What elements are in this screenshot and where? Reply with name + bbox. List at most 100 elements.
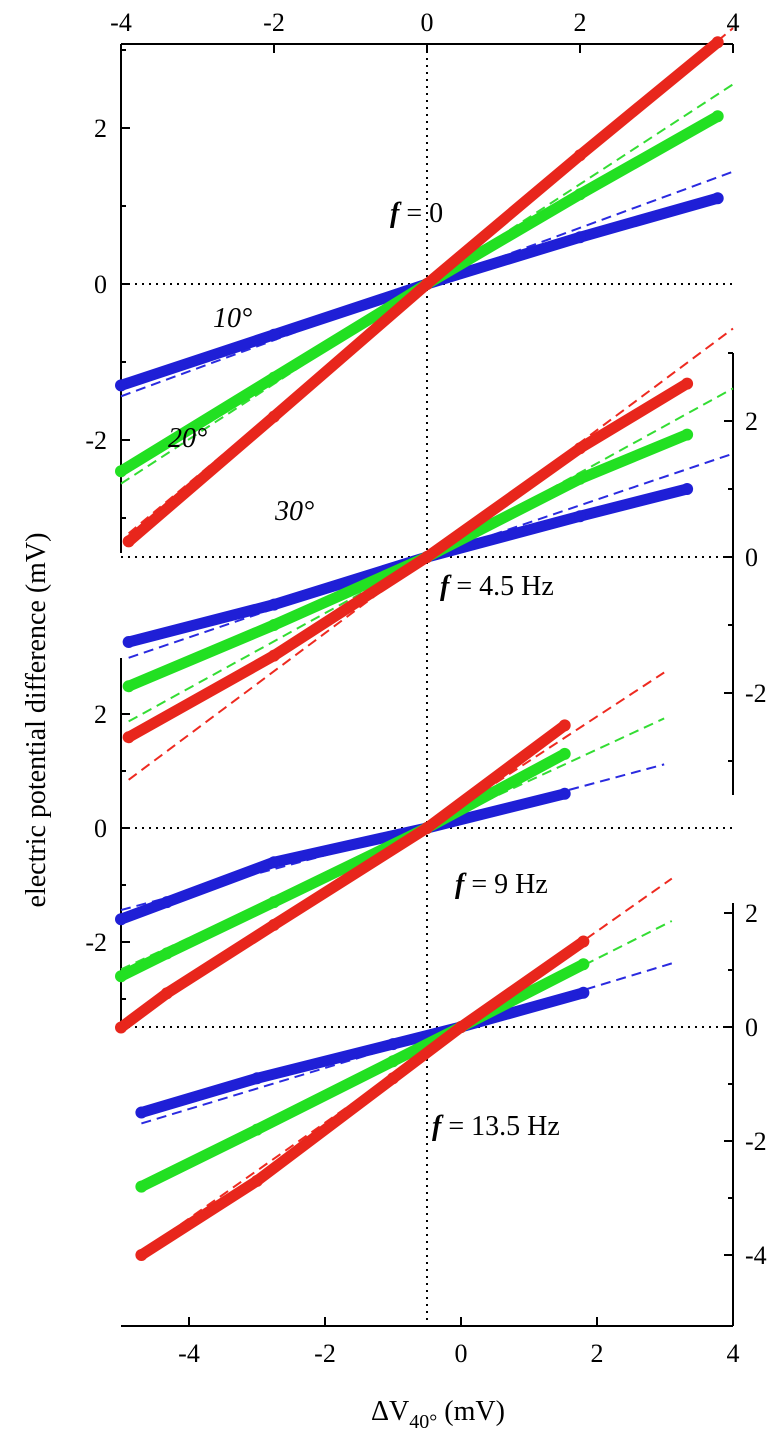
data-point [122, 535, 135, 548]
panel-label-value: = 9 Hz [464, 869, 547, 900]
data-point [577, 986, 590, 999]
y-tick-label: -2 [85, 928, 107, 957]
data-trace [115, 748, 571, 982]
data-point [268, 328, 280, 341]
data-point [268, 896, 280, 909]
data-point [135, 1106, 148, 1119]
data-point [251, 1123, 263, 1136]
top-x-tick-label: 0 [421, 8, 434, 37]
data-point [160, 896, 173, 909]
bottom-x-tick-label: -4 [178, 1339, 200, 1368]
angle-label-20deg: 20° [168, 423, 207, 454]
fit-line [120, 83, 734, 485]
data-point [251, 1072, 263, 1085]
data-point [122, 680, 135, 693]
data-point [268, 410, 280, 423]
data-point [122, 636, 135, 648]
data-point [268, 918, 280, 931]
top-x-tick-label: -4 [110, 8, 132, 37]
series-f45-30deg [122, 327, 734, 781]
panel-label-value: = 13.5 Hz [441, 1111, 559, 1142]
panel-label-symbol: f [455, 869, 467, 900]
bottom-x-tick-label: -2 [314, 1339, 336, 1368]
y-tick-label: 0 [94, 814, 107, 843]
data-point [122, 731, 135, 744]
data-point [421, 822, 433, 834]
y-tick-label: 0 [94, 270, 107, 299]
panel-label-symbol: f [390, 198, 402, 229]
data-point [160, 947, 173, 960]
series-f135-10deg [135, 962, 673, 1125]
data-point [577, 958, 590, 971]
x-axis-title: ΔV40° (mV) [371, 1396, 505, 1433]
top-x-tick-label: -2 [263, 8, 285, 37]
data-point [577, 935, 590, 948]
data-point [387, 1038, 399, 1051]
panel-label-f135: f = 13.5 Hz [432, 1111, 560, 1142]
y-tick-label: -2 [745, 679, 767, 708]
angle-label-30deg: 30° [274, 496, 314, 527]
data-point [681, 377, 694, 390]
panel-label-f9: f = 9 Hz [455, 869, 548, 900]
panel-label-f45: f = 4.5 Hz [440, 571, 554, 602]
y-axis-title: electric potential difference (mV) [21, 533, 52, 908]
bottom-x-tick-label: 4 [727, 1339, 740, 1368]
bottom-x-tick-label: 0 [455, 1339, 468, 1368]
top-x-tick-label: 4 [727, 8, 740, 37]
data-point [574, 149, 586, 162]
data-point [135, 1249, 148, 1261]
data-point [421, 551, 433, 563]
data-point [558, 787, 571, 800]
data-point [455, 1021, 467, 1033]
data-point [268, 598, 280, 611]
data-point [251, 1174, 263, 1187]
panel-label-value: = 4.5 Hz [449, 571, 553, 602]
data-point [115, 970, 127, 983]
y-tick-label: 0 [745, 1013, 758, 1042]
data-point [711, 192, 724, 205]
data-point [115, 465, 127, 478]
y-tick-label: -2 [85, 426, 107, 455]
bottom-x-tick-label: 2 [591, 1339, 604, 1368]
y-tick-label: 2 [745, 899, 758, 928]
fit-line [128, 452, 734, 659]
data-point [268, 619, 280, 631]
data-point [115, 913, 127, 926]
data-point [268, 649, 280, 662]
data-point [558, 719, 571, 732]
data-point [387, 1072, 399, 1085]
data-point [558, 747, 571, 760]
y-tick-label: 2 [94, 114, 107, 143]
y-tick-label: -2 [745, 1127, 767, 1156]
data-point [574, 188, 586, 201]
panel-label-value: = 0 [399, 198, 443, 229]
data-point [387, 1055, 399, 1068]
text-layer: -4 -2 0 2 4 -4 -2 0 2 4 2 0 -2 f = 0 10° 20° 30° 2 0 -2 f = … [85, 8, 766, 1368]
top-x-tick-label: 2 [574, 8, 587, 37]
data-point [574, 510, 586, 523]
series-f0-30deg [122, 27, 734, 548]
y-tick-label: -4 [745, 1241, 767, 1270]
data-layer [115, 27, 734, 1261]
data-trace [135, 958, 589, 1193]
data-point [574, 472, 586, 485]
data-point [135, 1180, 148, 1193]
data-point [115, 1021, 127, 1034]
data-trace [123, 36, 724, 547]
data-point [711, 110, 724, 123]
data-point [681, 483, 694, 495]
y-tick-label: 0 [745, 543, 758, 572]
data-point [421, 278, 433, 290]
data-point [574, 231, 586, 244]
panel-label-symbol: f [440, 571, 452, 602]
angle-label-10deg: 10° [213, 303, 252, 334]
data-point [268, 856, 280, 869]
data-point [574, 442, 586, 455]
data-point [268, 371, 280, 384]
y-tick-label: 2 [745, 407, 758, 436]
series-f135-30deg [135, 877, 673, 1261]
panel-label-symbol: f [432, 1111, 444, 1142]
y-tick-label: 2 [94, 700, 107, 729]
data-point [160, 987, 173, 1000]
